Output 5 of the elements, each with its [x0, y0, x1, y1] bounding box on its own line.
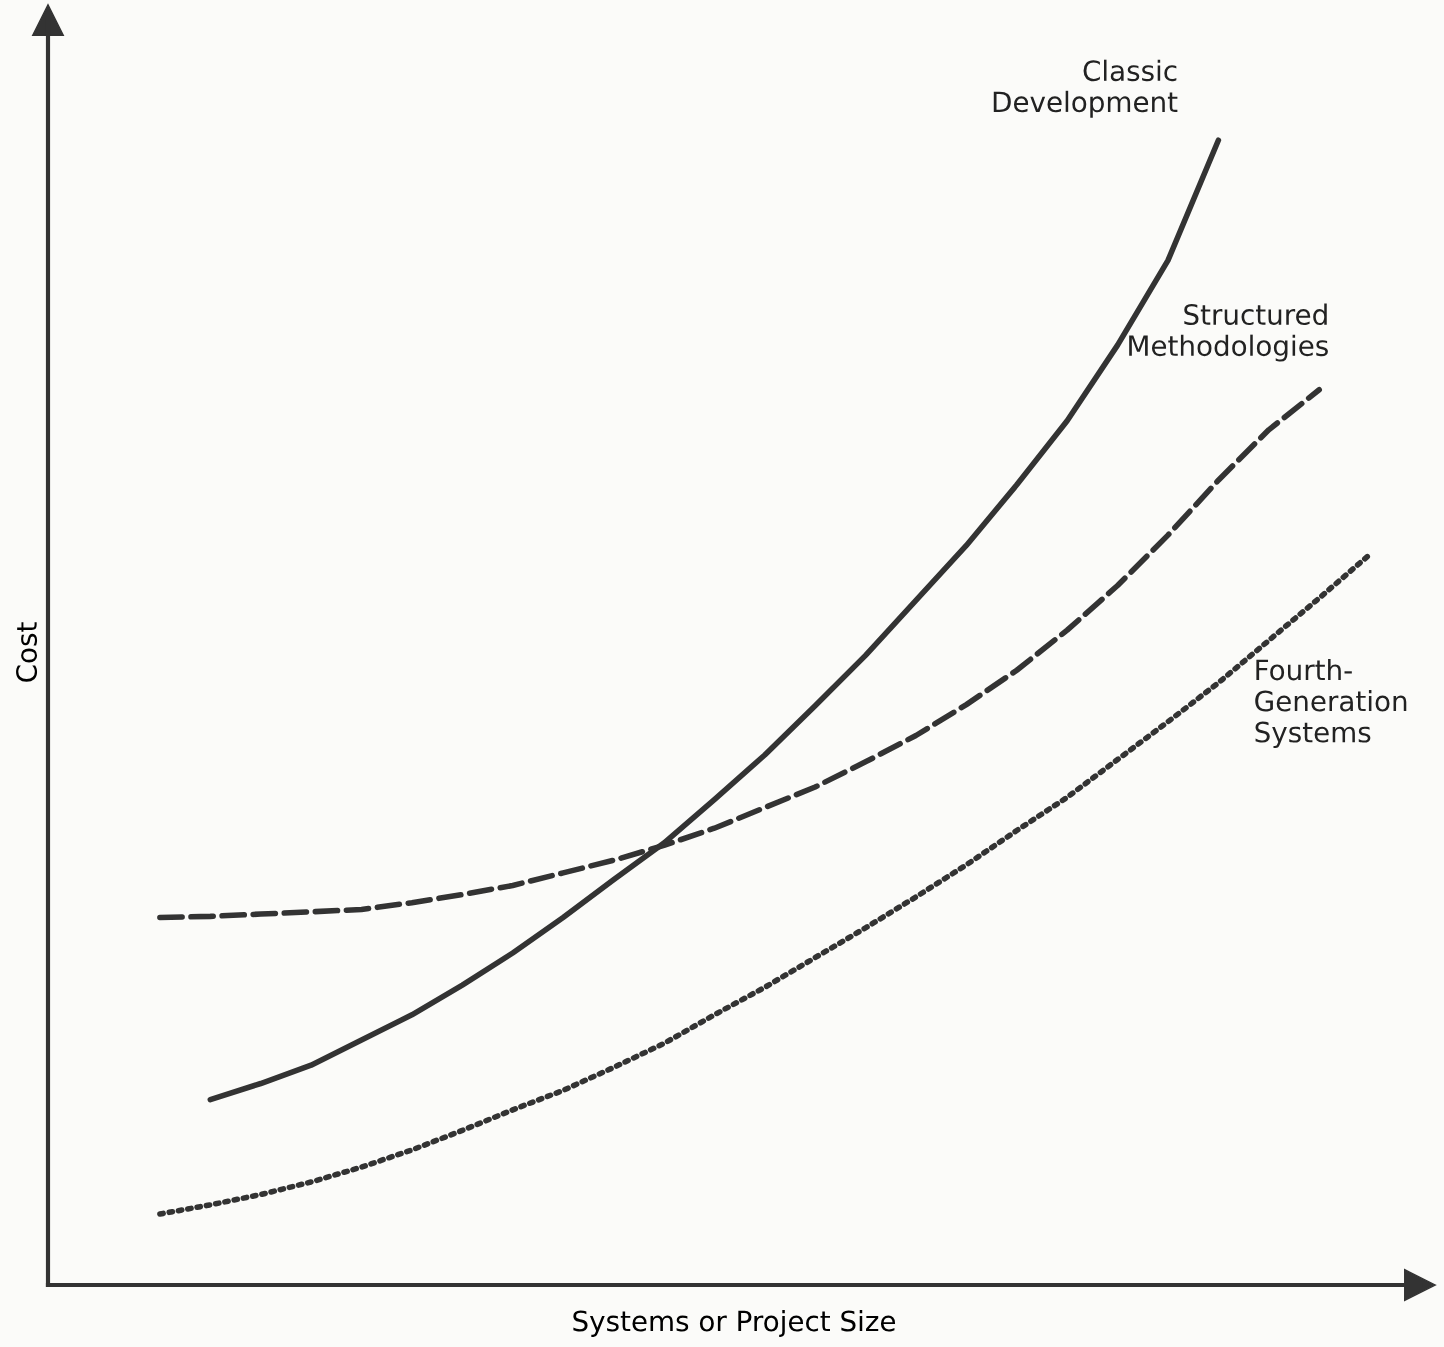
series-label: Classic Development: [993, 59, 1178, 118]
series-label: Fourth-Generation Systems: [1255, 658, 1407, 748]
series-label: Structured Methodologies: [1129, 303, 1328, 362]
x-axis-title: Systems or Project Size: [573, 1310, 896, 1337]
y-axis-title: Cost: [16, 622, 38, 682]
